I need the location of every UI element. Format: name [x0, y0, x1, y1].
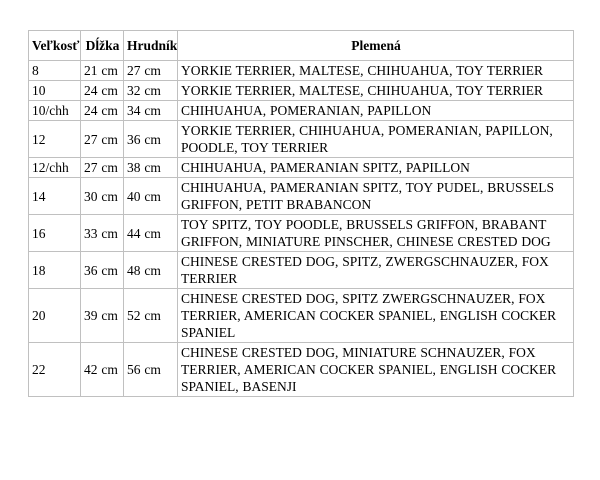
- cell-breeds: TOY SPITZ, TOY POODLE, BRUSSELS GRIFFON,…: [177, 214, 574, 252]
- table-row: 16 33 cm 44 cm TOY SPITZ, TOY POODLE, BRUSS…: [28, 214, 574, 252]
- cell-size: 20: [28, 288, 81, 343]
- table-row: 10 24 cm 32 cm YORKIE TERRIER, MALTESE, CHI…: [28, 80, 574, 101]
- cell-size: 10: [28, 80, 81, 101]
- table-row: 14 30 cm 40 cm CHIHUAHUA, PAMERANIAN SPITZ,…: [28, 177, 574, 215]
- cell-size: 12/chh: [28, 157, 81, 178]
- cell-breeds: CHINESE CRESTED DOG, SPITZ ZWERGSCHNAUZE…: [177, 288, 574, 343]
- cell-chest: 52 cm: [123, 288, 178, 343]
- cell-breeds: CHINESE CRESTED DOG, SPITZ, ZWERGSCHNAUZ…: [177, 251, 574, 289]
- cell-size: 10/chh: [28, 100, 81, 121]
- table-row: 10/chh 24 cm 34 cm CHIHUAHUA, POMERANIAN, P…: [28, 100, 574, 121]
- cell-chest: 32 cm: [123, 80, 178, 101]
- cell-size: 12: [28, 120, 81, 158]
- table-row: 12 27 cm 36 cm YORKIE TERRIER, CHIHUAHUA, P…: [28, 120, 574, 158]
- table-row: 22 42 cm 56 cm CHINESE CRESTED DOG, MINIATU…: [28, 342, 574, 397]
- table-row: 20 39 cm 52 cm CHINESE CRESTED DOG, SPITZ Z…: [28, 288, 574, 343]
- cell-breeds: YORKIE TERRIER, MALTESE, CHIHUAHUA, TOY …: [177, 60, 574, 81]
- table-row: 8 21 cm 27 cm YORKIE TERRIER, MALTESE, CHIH…: [28, 60, 574, 81]
- cell-size: 14: [28, 177, 81, 215]
- cell-size: 18: [28, 251, 81, 289]
- cell-length: 24 cm: [80, 80, 124, 101]
- cell-chest: 40 cm: [123, 177, 178, 215]
- cell-chest: 36 cm: [123, 120, 178, 158]
- cell-length: 24 cm: [80, 100, 124, 121]
- cell-chest: 48 cm: [123, 251, 178, 289]
- cell-length: 33 cm: [80, 214, 124, 252]
- cell-breeds: CHIHUAHUA, PAMERANIAN SPITZ, TOY PUDEL, …: [177, 177, 574, 215]
- cell-breeds: YORKIE TERRIER, MALTESE, CHIHUAHUA, TOY …: [177, 80, 574, 101]
- header-row: Veľkosť Dĺžka Hrudník Plemená: [28, 30, 574, 61]
- cell-chest: 44 cm: [123, 214, 178, 252]
- table-row: 18 36 cm 48 cm CHINESE CRESTED DOG, SPITZ, …: [28, 251, 574, 289]
- header-breeds: Plemená: [177, 30, 574, 61]
- cell-breeds: YORKIE TERRIER, CHIHUAHUA, POMERANIAN, P…: [177, 120, 574, 158]
- header-length: Dĺžka: [80, 30, 124, 61]
- cell-length: 21 cm: [80, 60, 124, 81]
- header-chest: Hrudník: [123, 30, 178, 61]
- cell-length: 27 cm: [80, 157, 124, 178]
- cell-size: 8: [28, 60, 81, 81]
- cell-breeds: CHINESE CRESTED DOG, MINIATURE SCHNAUZER…: [177, 342, 574, 397]
- cell-chest: 56 cm: [123, 342, 178, 397]
- table-body: 8 21 cm 27 cm YORKIE TERRIER, MALTESE, CHIH…: [28, 60, 574, 397]
- cell-length: 27 cm: [80, 120, 124, 158]
- cell-breeds: CHIHUAHUA, PAMERANIAN SPITZ, PAPILLON: [177, 157, 574, 178]
- cell-breeds: CHIHUAHUA, POMERANIAN, PAPILLON: [177, 100, 574, 121]
- cell-chest: 34 cm: [123, 100, 178, 121]
- cell-size: 22: [28, 342, 81, 397]
- cell-length: 36 cm: [80, 251, 124, 289]
- cell-length: 42 cm: [80, 342, 124, 397]
- cell-chest: 38 cm: [123, 157, 178, 178]
- cell-length: 30 cm: [80, 177, 124, 215]
- table-header: Veľkosť Dĺžka Hrudník Plemená: [28, 30, 574, 61]
- table-row: 12/chh 27 cm 38 cm CHIHUAHUA, PAMERANIAN SP…: [28, 157, 574, 178]
- dog-size-table: Veľkosť Dĺžka Hrudník Plemená 8 21 cm 27 c…: [28, 30, 574, 397]
- cell-chest: 27 cm: [123, 60, 178, 81]
- header-size: Veľkosť: [28, 30, 81, 61]
- cell-length: 39 cm: [80, 288, 124, 343]
- cell-size: 16: [28, 214, 81, 252]
